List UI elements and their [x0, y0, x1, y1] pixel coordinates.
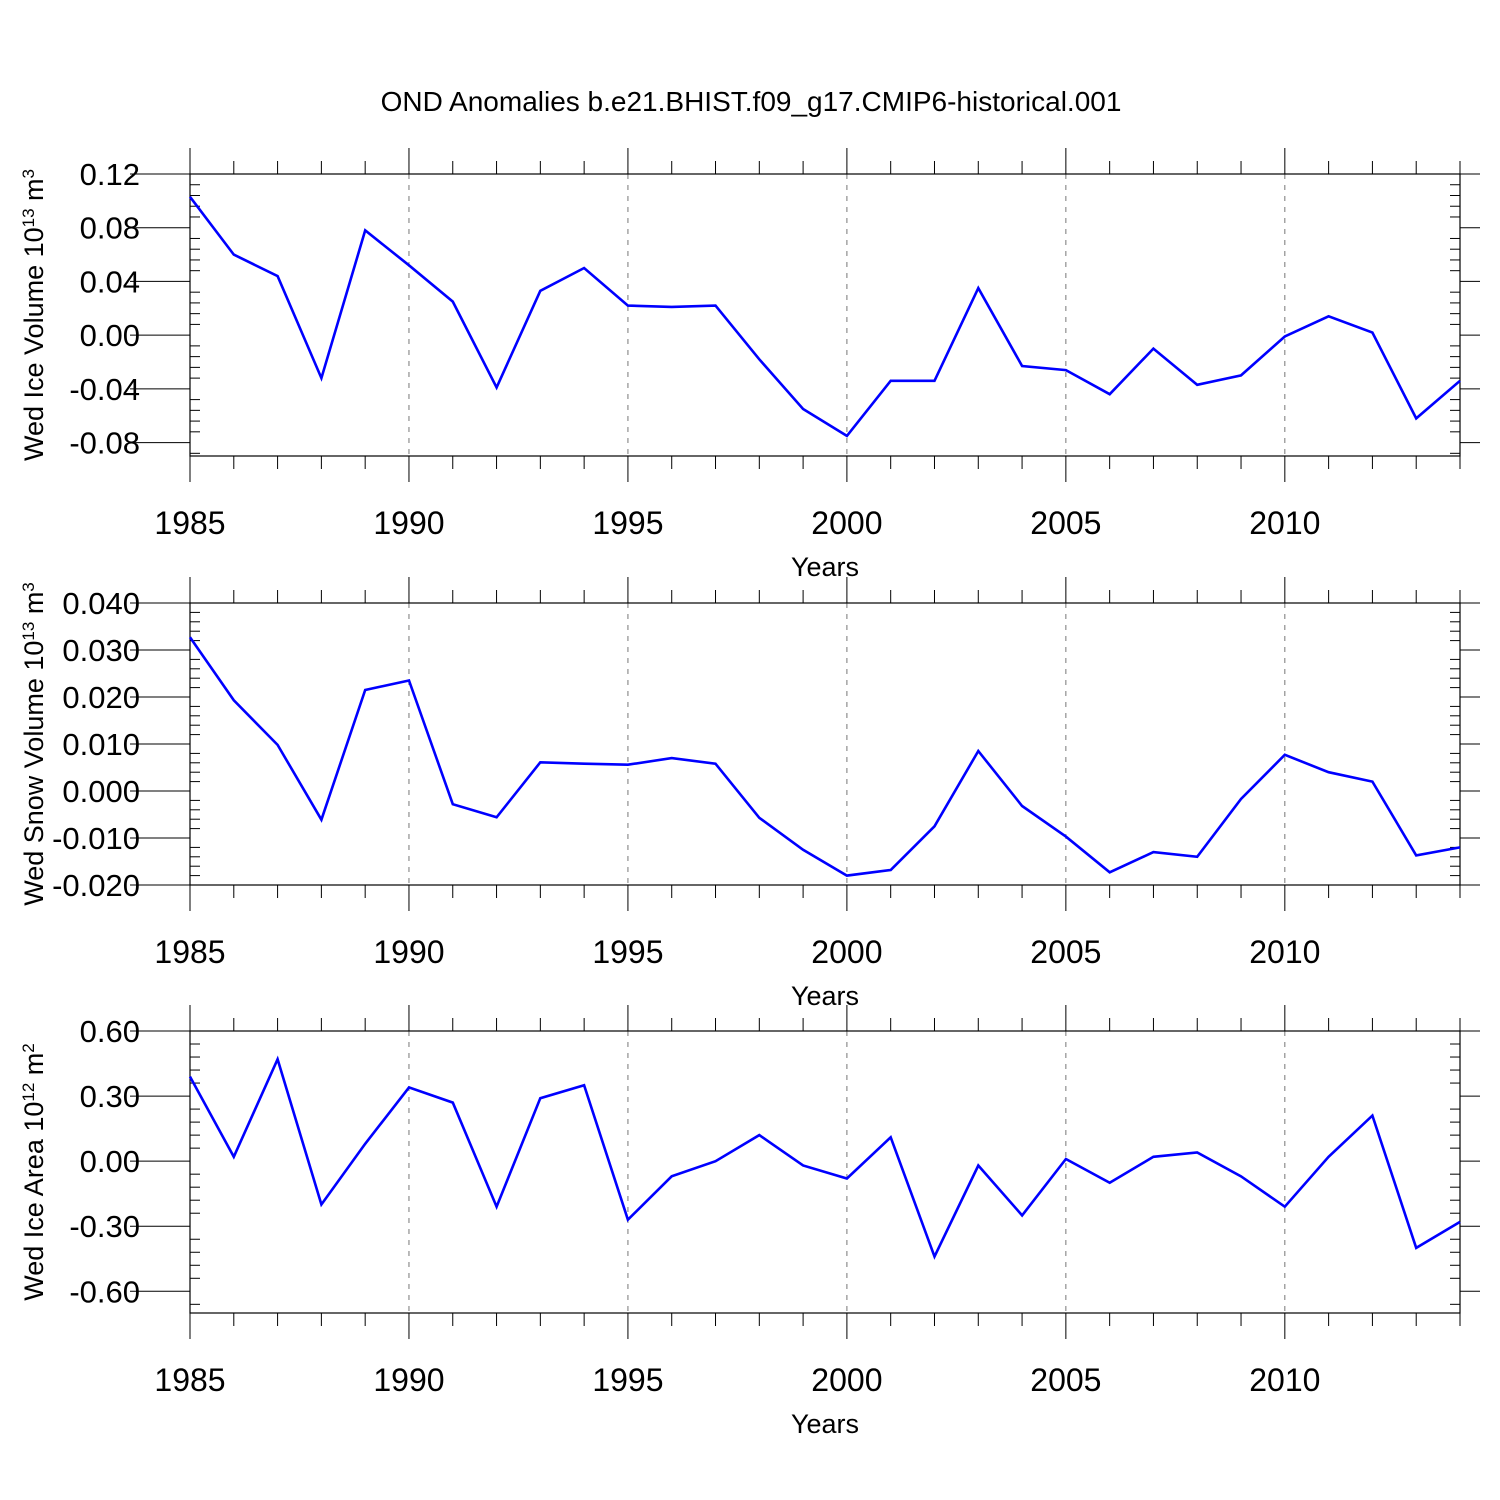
y-tick-label: 0.04: [80, 264, 140, 299]
x-tick-label: 1990: [373, 1362, 444, 1398]
x-tick-label: 1995: [592, 505, 663, 541]
x-tick-label: 2005: [1030, 505, 1101, 541]
y-tick-label: 0.040: [62, 586, 140, 621]
y-tick-label: -0.60: [69, 1274, 140, 1309]
y-tick-label: 0.020: [62, 680, 140, 715]
panel-2: -0.020 -0.010 0.000 0.010 0.020 0.030 0.040 198…: [19, 577, 1480, 1011]
x-tick-label: 1995: [592, 1362, 663, 1398]
chart-title: OND Anomalies b.e21.BHIST.f09_g17.CMIP6-…: [381, 86, 1122, 117]
y-tick-label: 0.12: [80, 157, 140, 192]
y-tick-label: -0.020: [52, 868, 140, 903]
x-tick-label: 2000: [811, 505, 882, 541]
y-axis-label: Wed Snow Volume 1013 m3: [19, 582, 50, 906]
x-tick-label: 1985: [154, 505, 225, 541]
x-tick-label: 1990: [373, 505, 444, 541]
x-tick-label: 2000: [811, 1362, 882, 1398]
plot-frame: [189, 602, 1461, 886]
x-tick-label: 1990: [373, 934, 444, 970]
x-axis-label: Years: [791, 552, 859, 582]
panel-3: -0.60 -0.30 0.00 0.30 0.60 1985 1990 1995 2000 20…: [19, 1005, 1480, 1439]
y-tick-label: 0.010: [62, 727, 140, 762]
y-tick-label: 0.60: [80, 1014, 140, 1049]
y-tick-label: 0.08: [80, 211, 140, 246]
series-line: [188, 196, 1461, 438]
y-tick-label: -0.010: [52, 821, 140, 856]
series-line: [188, 1055, 1461, 1260]
x-tick-label: 2000: [811, 934, 882, 970]
y-axis-label: Wed Ice Volume 1013 m3: [19, 169, 50, 461]
x-tick-label: 2010: [1249, 934, 1320, 970]
x-tick-label: 1995: [592, 934, 663, 970]
x-tick-label: 1985: [154, 1362, 225, 1398]
y-tick-label: -0.08: [69, 426, 140, 461]
y-tick-label: 0.00: [80, 1144, 140, 1179]
y-tick-label: -0.04: [69, 372, 140, 407]
y-axis-label: Wed Ice Area 1012 m2: [19, 1043, 50, 1301]
y-tick-label: 0.030: [62, 633, 140, 668]
x-tick-label: 2010: [1249, 1362, 1320, 1398]
x-tick-label: 2005: [1030, 934, 1101, 970]
series-line: [188, 636, 1461, 877]
y-tick-label: 0.000: [62, 774, 140, 809]
x-axis-label: Years: [791, 981, 859, 1011]
y-tick-label: 0.30: [80, 1079, 140, 1114]
x-tick-label: 1985: [154, 934, 225, 970]
y-tick-label: 0.00: [80, 318, 140, 353]
y-tick-label: -0.30: [69, 1209, 140, 1244]
x-tick-label: 2010: [1249, 505, 1320, 541]
plot-frame: [189, 173, 1461, 457]
x-axis-label: Years: [791, 1409, 859, 1439]
plot-frame: [189, 1030, 1461, 1314]
x-tick-label: 2005: [1030, 1362, 1101, 1398]
panel-1: -0.08 -0.04 0.00 0.04 0.08 0.12 1985 1990 1995 20…: [19, 148, 1480, 582]
